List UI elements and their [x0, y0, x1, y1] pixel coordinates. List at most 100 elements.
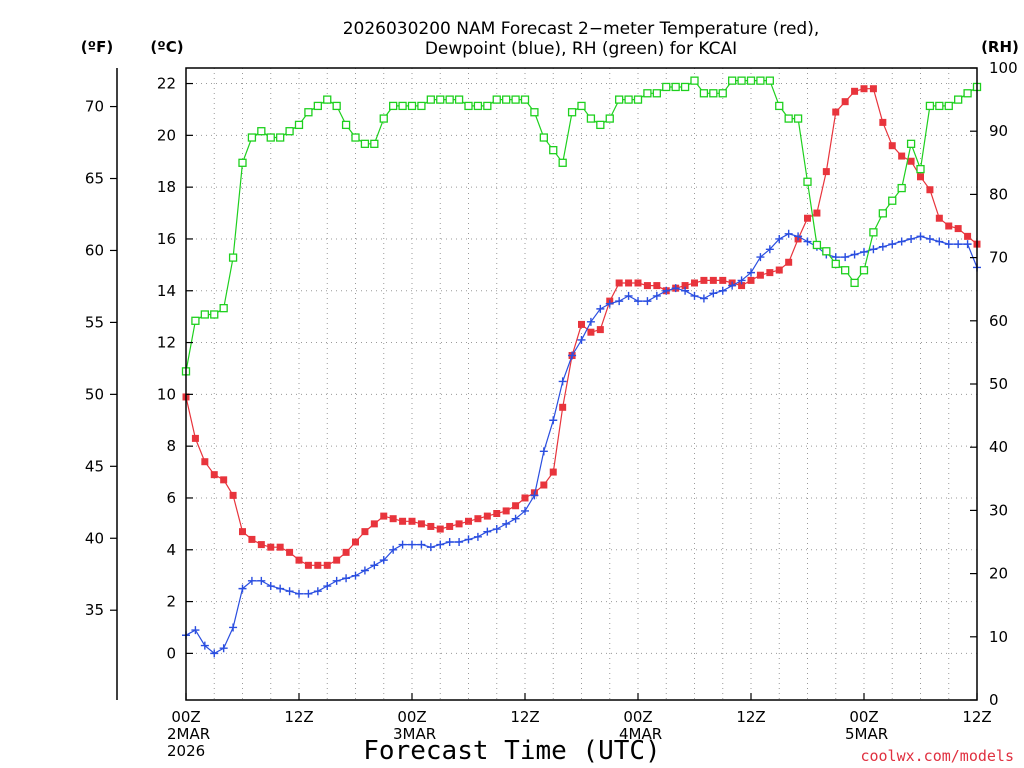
dewpoint-point	[662, 286, 671, 295]
temperature-point	[860, 85, 868, 93]
rh-point	[558, 158, 567, 167]
celsius-tick-label: 14	[157, 282, 176, 300]
x-tick-label: 3MAR	[393, 725, 436, 743]
rh-unit-label: (RH)	[981, 38, 1019, 56]
x-axis-label: Forecast Time (UTC)	[363, 736, 660, 766]
rh-point	[520, 95, 530, 104]
rh-point	[765, 76, 774, 85]
x-tick-label: 12Z	[736, 708, 765, 726]
temperature-point	[964, 232, 972, 240]
dewpoint-point	[257, 576, 266, 585]
rh-point	[276, 133, 285, 142]
dewpoint-point	[313, 587, 322, 596]
celsius-tick-label: 4	[166, 541, 176, 559]
temperature-point	[304, 561, 312, 569]
celsius-tick-label: 6	[166, 489, 176, 507]
x-tick-label: 00Z	[623, 708, 652, 726]
rh-point	[878, 209, 887, 218]
temperature-point	[888, 142, 896, 150]
dewpoint-point	[954, 240, 963, 249]
rh-point	[445, 95, 454, 104]
temperature-point	[220, 476, 228, 484]
dewpoint-point	[436, 540, 445, 549]
celsius-tick-label: 10	[157, 385, 176, 403]
rh-point	[680, 82, 690, 92]
dewpoint-point	[549, 416, 558, 425]
rh-point	[897, 183, 906, 193]
dewpoint-point	[615, 297, 624, 306]
rh-point	[935, 101, 944, 111]
temperature-point	[813, 209, 821, 217]
dewpoint-point	[586, 317, 595, 326]
rh-point	[633, 95, 643, 104]
dewpoint-point	[765, 245, 774, 254]
rh-point	[323, 95, 332, 104]
chart-title-line-1: 2026030200 NAM Forecast 2−meter Temperat…	[343, 19, 820, 39]
rh-tick-label: 100	[989, 59, 1018, 77]
temperature-point	[747, 276, 755, 284]
rh-point	[360, 139, 370, 148]
rh-point	[699, 89, 709, 98]
dewpoint-point	[295, 589, 303, 598]
dewpoint-point	[342, 574, 351, 583]
temperature-point	[257, 541, 265, 549]
x-tick-label: 12Z	[284, 708, 313, 726]
dewpoint-point	[530, 491, 539, 500]
rh-point	[963, 89, 972, 98]
rh-point	[728, 76, 737, 85]
temperature-point	[681, 282, 689, 290]
dewpoint-point	[191, 626, 200, 635]
temperature-point	[295, 556, 303, 564]
temperature-point	[907, 157, 915, 165]
dewpoint-point	[860, 247, 868, 256]
temperature-point	[709, 276, 717, 284]
chart-title-line-2: Dewpoint (blue), RH (green) for KCAI	[425, 39, 737, 59]
series-temperature	[182, 85, 981, 569]
temperature-point	[578, 320, 585, 328]
rh-point	[313, 101, 322, 111]
temperature-point	[540, 481, 548, 489]
temperature-point	[267, 543, 275, 551]
dewpoint-point	[521, 506, 529, 515]
temperature-point	[851, 87, 859, 95]
rh-point	[228, 253, 238, 262]
rh-tick-label: 50	[989, 375, 1008, 393]
rh-point	[464, 101, 473, 111]
x-tick-label: 12Z	[962, 708, 991, 726]
dewpoint-point	[502, 519, 511, 528]
dewpoint-point	[426, 543, 435, 552]
rh-point	[539, 133, 548, 142]
temperature-point	[804, 214, 811, 222]
temperature-point	[389, 515, 397, 523]
temperature-point	[342, 548, 350, 556]
dewpoint-point	[756, 253, 765, 262]
temperature-point	[201, 458, 209, 466]
temperature-point	[766, 269, 774, 277]
temperature-point	[869, 85, 877, 93]
fahrenheit-tick-label: 60	[85, 241, 104, 259]
temperature-point	[775, 266, 783, 274]
celsius-unit-label: (ºC)	[150, 38, 183, 56]
temperature-point	[756, 271, 764, 279]
rh-tick-label: 90	[989, 122, 1008, 140]
temperature-point	[417, 520, 425, 528]
rh-point	[473, 101, 483, 111]
dewpoint-point	[219, 644, 228, 653]
rh-tick-label: 60	[989, 312, 1008, 330]
rh-point	[624, 95, 633, 104]
rh-point	[859, 266, 869, 275]
temperature-point	[898, 152, 906, 160]
dewpoint-point	[775, 234, 784, 243]
celsius-tick-label: 18	[157, 178, 176, 196]
grid-lines	[186, 68, 977, 700]
dewpoint-point	[417, 540, 426, 549]
temperature-point	[935, 214, 943, 222]
temperature-point	[314, 561, 322, 569]
rh-point	[511, 95, 520, 104]
dewpoint-point	[473, 532, 482, 541]
rh-tick-label: 70	[989, 249, 1008, 267]
rh-point	[549, 146, 558, 155]
temperature-point	[380, 512, 388, 520]
dewpoint-point	[247, 576, 256, 585]
celsius-tick-label: 8	[166, 437, 176, 455]
